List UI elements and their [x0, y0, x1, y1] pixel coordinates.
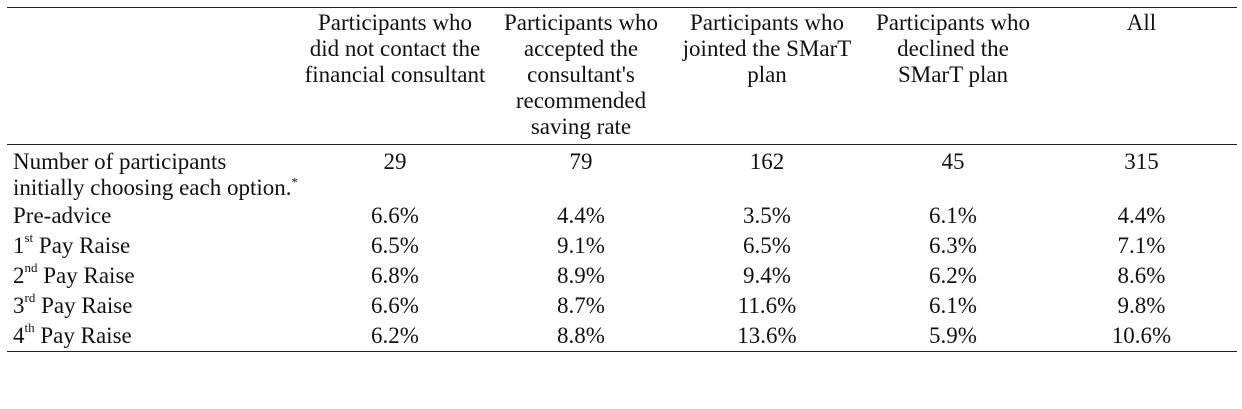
- header-cell-all: All: [1046, 7, 1237, 145]
- row-label-count: Number of participants initially choosin…: [7, 145, 302, 202]
- cell-rate: 11.6%: [737, 293, 797, 318]
- cell-rate: 9.8%: [1117, 293, 1166, 318]
- footnote-mark: *: [291, 174, 299, 190]
- cell-rate: 6.8%: [371, 263, 419, 288]
- ordinal-suffix: nd: [24, 260, 38, 276]
- cell-rate: 5.9%: [860, 321, 1046, 352]
- table-row-pay-raise-3: 3rd Pay Raise 6.6% 8.7% 11.6% 6.1% 9.8%: [7, 291, 1237, 321]
- cell-count-accepted: 79: [569, 149, 593, 174]
- cell-rate: 7.1%: [1117, 233, 1166, 258]
- header-cell-no-contact: Participants who did not contact the fin…: [302, 7, 488, 145]
- header-cell-declined-smart: Participants who declined the SMarT plan: [860, 7, 1046, 145]
- cell-rate: 6.2%: [302, 321, 488, 352]
- cell-rate: 13.6%: [674, 321, 860, 352]
- ordinal-suffix: rd: [24, 290, 36, 306]
- row-label-pay-raise-1: 1st Pay Raise: [7, 231, 302, 261]
- table-row-pay-raise-1: 1st Pay Raise 6.5% 9.1% 6.5% 6.3% 7.1%: [7, 231, 1237, 261]
- cell-rate: 6.2%: [929, 263, 977, 288]
- cell-count-joined-smart: 162: [749, 149, 785, 174]
- cell-count-declined-smart: 45: [941, 149, 965, 174]
- cell-rate: 6.1%: [929, 293, 977, 318]
- row-label-pay-raise-3: 3rd Pay Raise: [7, 291, 302, 321]
- ordinal-number: 1: [13, 233, 25, 258]
- table-body: Number of participants initially choosin…: [7, 145, 1237, 352]
- table-row-pay-raise-4: 4th Pay Raise 6.2% 8.8% 13.6% 5.9% 10.6%: [7, 321, 1237, 352]
- header-cell-empty: [7, 7, 302, 145]
- row-label-text: Pay Raise: [37, 263, 135, 288]
- cell-rate: 6.6%: [371, 293, 419, 318]
- ordinal-number: 4: [13, 323, 25, 348]
- row-label-text: Pay Raise: [35, 293, 133, 318]
- ordinal-suffix: st: [24, 230, 34, 246]
- row-label-pay-raise-4: 4th Pay Raise: [7, 321, 302, 352]
- savings-rate-table: Participants who did not contact the fin…: [7, 7, 1237, 352]
- cell-rate: 6.6%: [371, 203, 419, 228]
- table-row-count: Number of participants initially choosin…: [7, 145, 1237, 202]
- cell-rate: 6.5%: [743, 233, 791, 258]
- cell-count-no-contact: 29: [383, 149, 407, 174]
- cell-rate: 8.9%: [557, 263, 605, 288]
- cell-rate: 8.6%: [1117, 263, 1166, 288]
- cell-rate: 4.4%: [557, 203, 605, 228]
- row-label-count-text: Number of participants initially choosin…: [13, 149, 292, 200]
- ordinal-suffix: th: [24, 320, 35, 336]
- cell-rate: 3.5%: [743, 203, 791, 228]
- ordinal-number: 2: [13, 263, 25, 288]
- row-label-text: Pay Raise: [34, 323, 132, 348]
- cell-rate: 6.1%: [929, 203, 977, 228]
- cell-rate: 10.6%: [1046, 321, 1237, 352]
- table-header: Participants who did not contact the fin…: [7, 7, 1237, 145]
- table-row-pay-raise-2: 2nd Pay Raise 6.8% 8.9% 9.4% 6.2% 8.6%: [7, 261, 1237, 291]
- header-row: Participants who did not contact the fin…: [7, 7, 1237, 145]
- ordinal-number: 3: [13, 293, 25, 318]
- row-label-text: Pay Raise: [33, 233, 131, 258]
- table-row-pre-advice: Pre-advice 6.6% 4.4% 3.5% 6.1% 4.4%: [7, 201, 1237, 231]
- cell-rate: 8.8%: [488, 321, 674, 352]
- cell-rate: 6.5%: [371, 233, 419, 258]
- cell-rate: 9.1%: [557, 233, 605, 258]
- cell-rate: 9.4%: [743, 263, 791, 288]
- cell-count-all: 315: [1124, 149, 1159, 174]
- row-label-pre-advice: Pre-advice: [13, 203, 112, 228]
- cell-rate: 8.7%: [557, 293, 605, 318]
- header-cell-joined-smart: Participants who jointed the SMarT plan: [674, 7, 860, 145]
- cell-rate: 6.3%: [929, 233, 977, 258]
- cell-rate: 4.4%: [1117, 203, 1166, 228]
- row-label-pay-raise-2: 2nd Pay Raise: [7, 261, 302, 291]
- header-cell-accepted: Participants who accepted the consultant…: [488, 7, 674, 145]
